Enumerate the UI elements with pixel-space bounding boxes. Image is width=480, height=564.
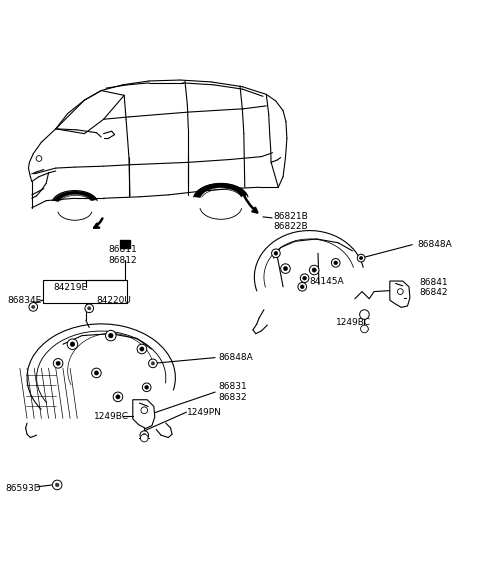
- Circle shape: [53, 359, 63, 368]
- Polygon shape: [390, 281, 410, 307]
- Text: 86848A: 86848A: [218, 353, 253, 362]
- Circle shape: [298, 283, 307, 291]
- Circle shape: [360, 257, 363, 260]
- Circle shape: [143, 433, 146, 437]
- Circle shape: [300, 285, 304, 289]
- Circle shape: [106, 331, 116, 341]
- Circle shape: [331, 258, 340, 267]
- Circle shape: [397, 289, 403, 294]
- Circle shape: [360, 325, 368, 333]
- Circle shape: [310, 265, 319, 275]
- Circle shape: [32, 305, 35, 309]
- Bar: [120, 240, 130, 248]
- Text: 1249BC: 1249BC: [336, 318, 371, 327]
- Text: 86821B
86822B: 86821B 86822B: [274, 212, 308, 231]
- Text: 84220U: 84220U: [96, 296, 132, 305]
- Circle shape: [94, 371, 98, 375]
- Circle shape: [29, 302, 37, 311]
- Text: 86834E: 86834E: [8, 296, 42, 305]
- Circle shape: [143, 383, 151, 391]
- Polygon shape: [53, 191, 97, 201]
- Polygon shape: [133, 400, 155, 429]
- Text: 84145A: 84145A: [310, 277, 344, 287]
- Text: 84219E: 84219E: [53, 283, 87, 292]
- Circle shape: [272, 249, 280, 258]
- Circle shape: [303, 276, 307, 280]
- Circle shape: [85, 304, 94, 312]
- Text: 86593D: 86593D: [5, 484, 41, 494]
- Circle shape: [283, 266, 288, 271]
- Circle shape: [52, 480, 62, 490]
- Circle shape: [145, 385, 149, 389]
- Circle shape: [87, 307, 91, 310]
- Circle shape: [67, 339, 78, 350]
- Circle shape: [108, 333, 113, 338]
- Circle shape: [357, 254, 365, 262]
- Circle shape: [334, 261, 337, 265]
- Circle shape: [149, 359, 157, 368]
- FancyBboxPatch shape: [43, 280, 127, 303]
- Circle shape: [137, 344, 147, 354]
- Text: 86831
86832: 86831 86832: [218, 382, 247, 402]
- Circle shape: [140, 431, 149, 439]
- Circle shape: [360, 310, 369, 319]
- Text: 86841
86842: 86841 86842: [420, 278, 448, 297]
- Circle shape: [281, 264, 290, 274]
- Circle shape: [312, 268, 316, 272]
- Circle shape: [151, 362, 155, 365]
- Circle shape: [141, 434, 148, 442]
- Circle shape: [113, 392, 123, 402]
- Text: 86811
86812: 86811 86812: [108, 245, 137, 265]
- Circle shape: [70, 342, 75, 347]
- Circle shape: [55, 483, 59, 487]
- Text: 1249PN: 1249PN: [187, 408, 222, 417]
- Circle shape: [274, 252, 278, 255]
- Circle shape: [141, 407, 148, 413]
- Polygon shape: [194, 183, 247, 197]
- Circle shape: [140, 347, 144, 351]
- Circle shape: [92, 368, 101, 378]
- Text: 86848A: 86848A: [417, 240, 452, 249]
- Circle shape: [56, 361, 60, 365]
- Circle shape: [300, 274, 309, 283]
- Text: 1249BC: 1249BC: [94, 412, 129, 421]
- Circle shape: [116, 395, 120, 399]
